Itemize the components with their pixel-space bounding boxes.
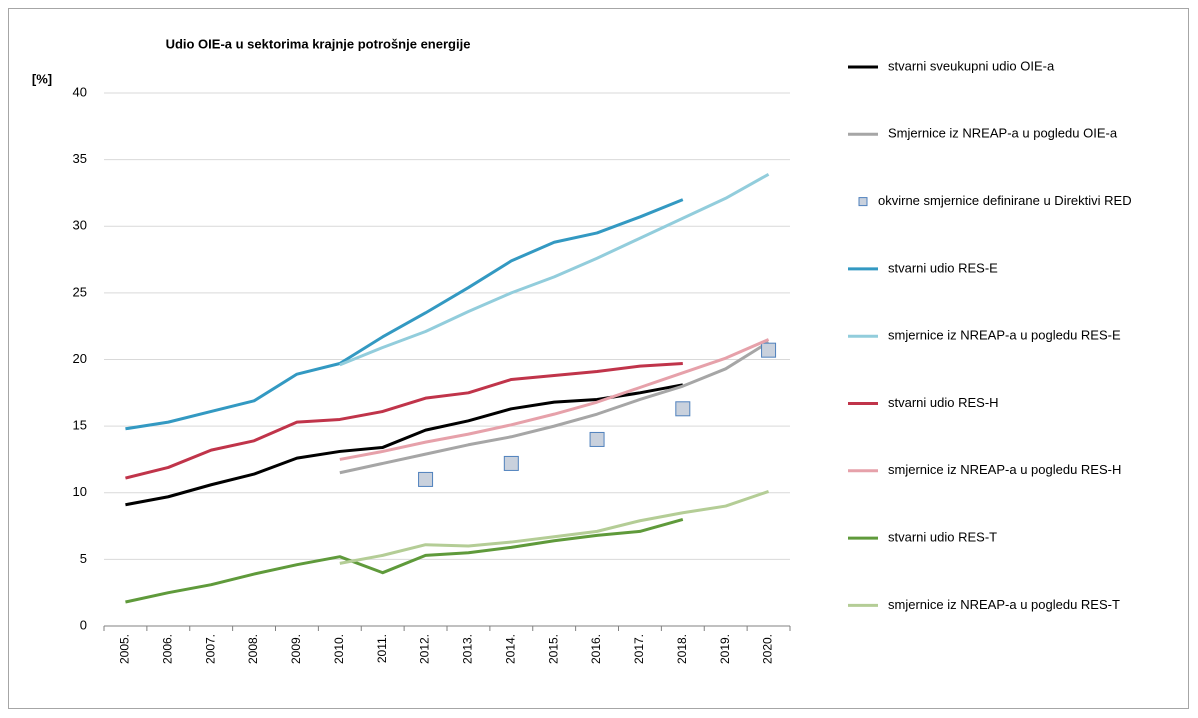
- marker: [589, 431, 605, 447]
- x-tick-label: 2008.: [246, 634, 260, 664]
- legend-label: stvarni udio RES-T: [888, 530, 997, 545]
- y-axis-label: [%]: [32, 71, 52, 86]
- series-line: [125, 198, 684, 431]
- x-tick-label: 2017.: [632, 634, 646, 664]
- x-tick-label: 2019.: [718, 634, 732, 664]
- x-tick-label: 2012.: [418, 634, 432, 664]
- series-line: [339, 172, 770, 367]
- series-line: [125, 361, 683, 480]
- y-tick-label: 40: [73, 84, 87, 99]
- x-tick-label: 2011.: [375, 634, 389, 663]
- legend-label: smjernice iz NREAP-a u pogledu RES-H: [888, 462, 1121, 477]
- x-tick-label: 2020.: [761, 634, 775, 664]
- legend-marker: [858, 197, 868, 207]
- series-line: [339, 340, 770, 475]
- marker: [761, 342, 777, 358]
- x-tick-label: 2010.: [332, 634, 346, 664]
- series-line: [125, 383, 684, 507]
- marker: [418, 471, 434, 487]
- x-tick-label: 2015.: [546, 634, 560, 664]
- legend-label: stvarni sveukupni udio OIE-a: [888, 58, 1055, 73]
- marker: [503, 455, 519, 471]
- legend-label: okvirne smjernice definirane u Direktivi…: [878, 193, 1132, 208]
- x-tick-label: 2005.: [118, 634, 132, 664]
- y-tick-label: 5: [80, 551, 87, 566]
- y-tick-label: 10: [73, 484, 87, 499]
- series-line: [339, 489, 770, 565]
- x-tick-label: 2018.: [675, 634, 689, 664]
- x-tick-label: 2014.: [503, 634, 517, 664]
- chart-frame: [8, 8, 1189, 709]
- y-tick-label: 30: [73, 218, 87, 233]
- y-tick-label: 35: [73, 151, 87, 166]
- y-tick-label: 25: [73, 284, 87, 299]
- x-tick-label: 2006.: [160, 634, 174, 664]
- chart-title: Udio OIE-a u sektorima krajnje potrošnje…: [166, 36, 471, 51]
- legend-label: Smjernice iz NREAP-a u pogledu OIE-a: [888, 126, 1118, 141]
- legend-label: stvarni udio RES-H: [888, 395, 999, 410]
- y-tick-label: 0: [80, 617, 87, 632]
- legend-label: smjernice iz NREAP-a u pogledu RES-T: [888, 597, 1120, 612]
- y-tick-label: 15: [73, 418, 87, 433]
- legend-label: smjernice iz NREAP-a u pogledu RES-E: [888, 328, 1121, 343]
- marker: [675, 401, 691, 417]
- x-tick-label: 2009.: [289, 634, 303, 664]
- x-tick-label: 2007.: [203, 634, 217, 664]
- legend-label: stvarni udio RES-E: [888, 260, 998, 275]
- series-line: [125, 517, 684, 604]
- x-tick-label: 2016.: [589, 634, 603, 664]
- x-tick-label: 2013.: [461, 634, 475, 664]
- series-line: [339, 338, 770, 461]
- y-tick-label: 20: [73, 351, 87, 366]
